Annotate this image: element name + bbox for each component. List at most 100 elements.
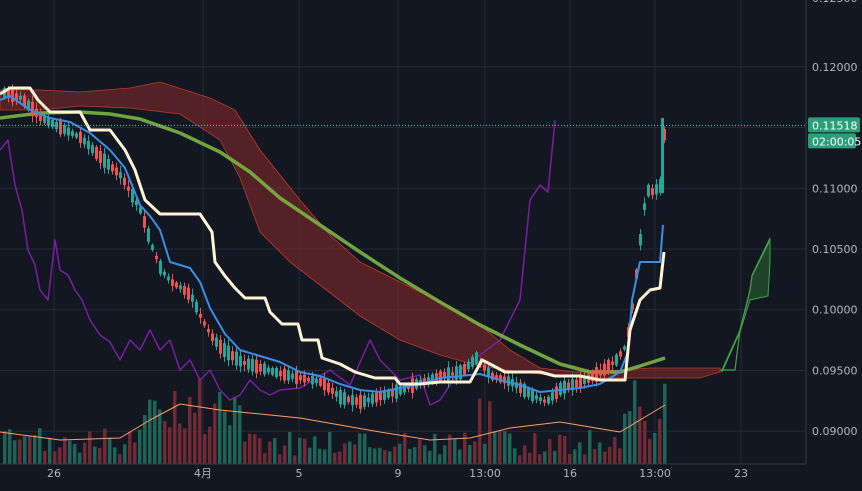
volume-bar [148,399,152,464]
volume-bar [313,436,317,464]
candle-body [559,382,562,396]
candle-body [63,125,66,134]
volume-bar [433,433,437,464]
candle-last [661,118,664,193]
volume-bar [303,438,307,464]
candle-body [207,328,210,333]
countdown-badge [808,133,856,149]
volume-bar [493,431,497,464]
candle-body [499,375,502,383]
volume-bar [333,452,337,464]
candle-body [87,140,90,150]
candle-body [451,372,454,376]
candle-body [243,360,246,365]
volume-bar [23,436,27,464]
volume-bar [453,438,457,464]
candle-body [463,364,466,375]
volume-bar [583,454,587,464]
candle-body [475,352,478,364]
volume-bar [483,443,487,464]
volume-bar [8,429,12,464]
candle-body [311,375,314,385]
x-tick-label: 5 [296,467,303,480]
volume-bar [208,426,212,464]
candle-body [359,394,362,409]
volume-bar [523,445,527,464]
candle-body [271,367,274,375]
candle-body [591,371,594,382]
candle-body [611,361,614,365]
volume-ma-line [0,403,666,441]
candle-body [155,255,158,260]
candle-body [595,367,598,382]
volume-bar [168,427,172,464]
volume-bar [363,433,367,464]
candle-body [663,129,666,141]
candle-body [659,179,662,193]
candle-body [247,358,250,370]
volume-bar [398,443,402,464]
volume-bar [163,421,167,464]
candle-body [303,374,306,383]
candle-body [167,276,170,281]
volume-bar [18,439,22,464]
volume-bar [28,436,32,464]
volume-bar [143,414,147,464]
volume-bar [108,437,112,464]
candle-body [547,396,550,404]
candle-body [419,379,422,385]
price-axis-area [806,0,862,491]
volume-bar [548,439,552,464]
volume-bar [383,449,387,464]
volume-bar [158,409,162,464]
candle-body [551,392,554,401]
volume-bar [48,437,52,464]
candle-body [347,396,350,403]
candle-body [363,395,366,407]
volume-bar [193,412,197,464]
volume-bar [13,440,17,464]
volume-bar [223,411,227,464]
candle-body [111,164,114,172]
leading-span-a-future [720,239,771,371]
volume-bar [463,432,467,464]
volume-bar [603,451,607,464]
candle-body [555,386,558,399]
candle-body [379,392,382,401]
candle-body [495,375,498,380]
lagging-span-line [0,119,556,406]
volume-bar [448,434,452,464]
candle-body [279,371,282,377]
candle-body [151,244,154,251]
candle-body [647,184,650,197]
volume-bar [53,451,57,464]
y-tick-label: 0.12000 [812,61,858,74]
candle-body [351,395,354,406]
candle-body [7,89,10,99]
candle-body [43,116,46,123]
volume-bar [458,449,462,464]
volume-bar [178,423,182,464]
volume-bar [423,445,427,464]
long-ma-line [0,110,666,374]
candle-body [315,378,318,384]
candle-body [343,392,346,405]
volume-bar [118,453,122,464]
volume-bar [533,433,537,464]
volume-bar [253,434,257,464]
candle-body [147,228,150,242]
volume-bar [513,448,517,464]
candle-body [447,367,450,382]
volume-bar [388,451,392,464]
volume-bar [408,448,412,464]
x-tick-label: 13:00 [639,467,671,480]
candle-body [239,355,242,367]
volume-bar [373,448,377,464]
candle-body [527,389,530,398]
volume-bar [568,454,572,464]
candle-body [179,285,182,290]
volume-bar [183,428,187,464]
volume-bar [123,444,127,464]
